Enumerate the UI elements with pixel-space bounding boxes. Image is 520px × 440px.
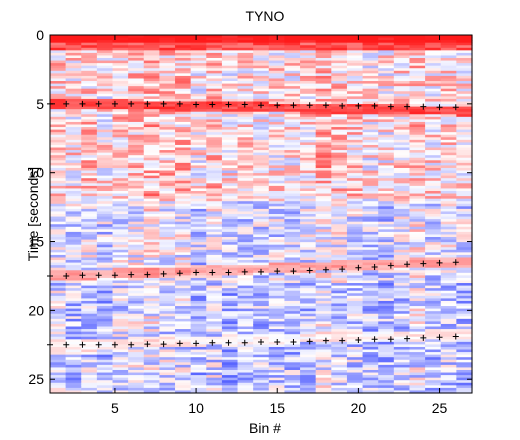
chart-title: TYNO (246, 8, 285, 24)
x-tick-label: 20 (351, 400, 367, 416)
x-tick-label: 15 (269, 400, 285, 416)
y-tick-label: 0 (36, 27, 44, 43)
y-tick-label: 5 (36, 96, 44, 112)
x-tick-label: 25 (432, 400, 448, 416)
y-tick-label: 25 (28, 371, 44, 387)
y-tick-label: 20 (28, 302, 44, 318)
y-axis-label: Time [seconds] (25, 167, 41, 261)
x-tick-label: 5 (111, 400, 119, 416)
x-axis-label: Bin # (249, 420, 281, 436)
x-tick-label: 10 (188, 400, 204, 416)
